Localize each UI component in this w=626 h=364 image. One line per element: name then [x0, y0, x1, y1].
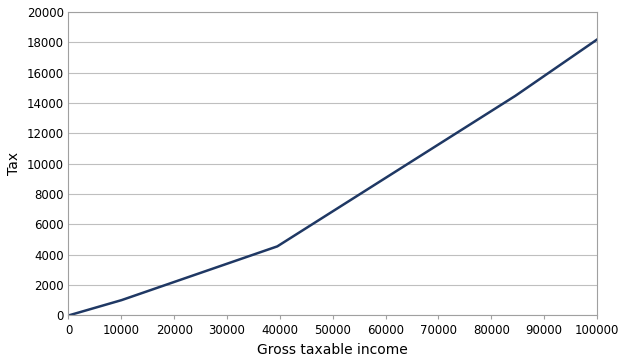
- X-axis label: Gross taxable income: Gross taxable income: [257, 343, 408, 357]
- Y-axis label: Tax: Tax: [7, 152, 21, 175]
